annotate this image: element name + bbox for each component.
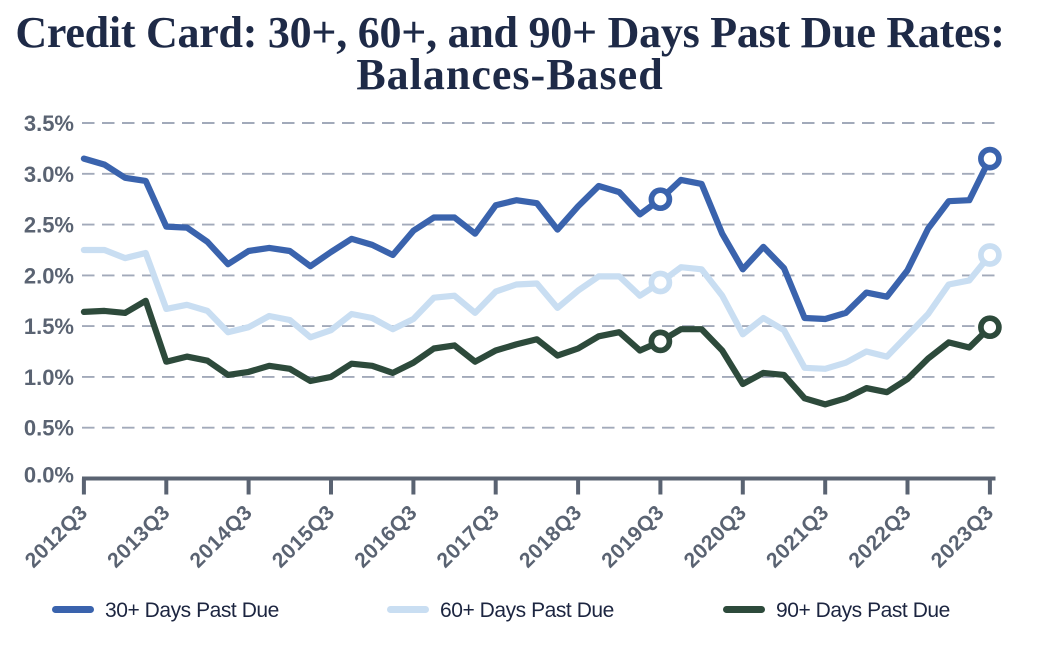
svg-text:2.0%: 2.0% <box>24 263 74 288</box>
svg-text:2018Q3: 2018Q3 <box>515 501 587 573</box>
svg-text:2023Q3: 2023Q3 <box>927 501 999 573</box>
svg-text:3.0%: 3.0% <box>24 162 74 187</box>
svg-text:3.5%: 3.5% <box>24 111 74 136</box>
svg-text:2012Q3: 2012Q3 <box>21 501 93 573</box>
svg-text:2.5%: 2.5% <box>24 213 74 238</box>
svg-text:2017Q3: 2017Q3 <box>433 501 505 573</box>
svg-text:2016Q3: 2016Q3 <box>350 501 422 573</box>
svg-text:2019Q3: 2019Q3 <box>597 501 669 573</box>
svg-text:2022Q3: 2022Q3 <box>844 501 916 573</box>
svg-text:2015Q3: 2015Q3 <box>268 501 340 573</box>
svg-text:1.0%: 1.0% <box>24 365 74 390</box>
svg-text:2014Q3: 2014Q3 <box>185 501 257 573</box>
svg-text:2013Q3: 2013Q3 <box>103 501 175 573</box>
svg-text:1.5%: 1.5% <box>24 314 74 339</box>
svg-text:0.5%: 0.5% <box>24 416 74 441</box>
svg-text:2021Q3: 2021Q3 <box>762 501 834 573</box>
svg-text:2020Q3: 2020Q3 <box>680 501 752 573</box>
svg-text:0.0%: 0.0% <box>24 463 74 488</box>
